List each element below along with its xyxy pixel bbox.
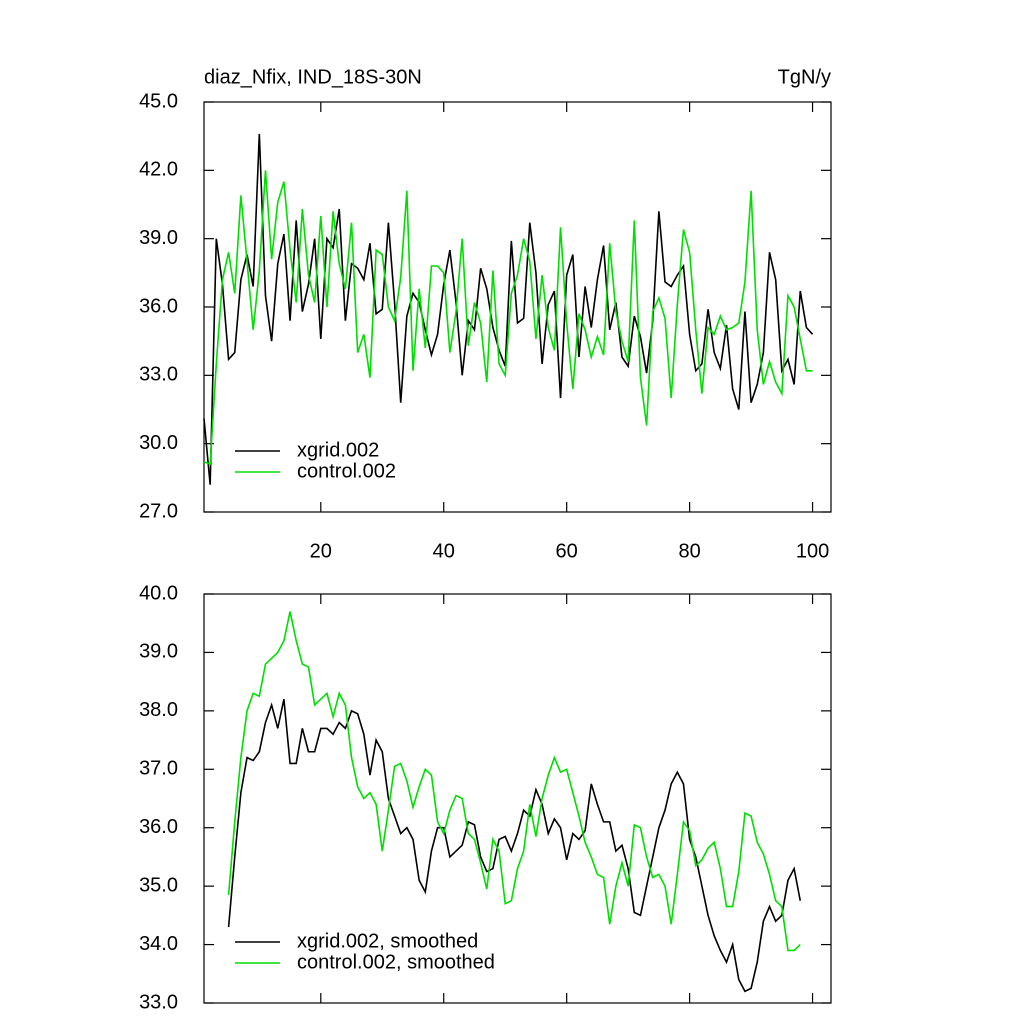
legend-label: xgrid.002	[297, 439, 379, 461]
y-tick-label: 42.0	[139, 159, 178, 181]
y-tick-label: 38.0	[139, 699, 178, 721]
series-line	[203, 170, 813, 466]
y-tick-label: 39.0	[139, 641, 178, 663]
x-tick-label: 20	[310, 540, 332, 562]
series-line	[227, 611, 801, 952]
y-tick-label: 30.0	[139, 432, 178, 454]
series-line	[203, 133, 814, 485]
y-tick-label: 37.0	[139, 758, 178, 780]
plot-frame	[203, 593, 832, 1004]
x-tick-label: 40	[433, 540, 455, 562]
y-tick-label: 27.0	[139, 500, 178, 522]
y-tick-label: 33.0	[139, 991, 178, 1013]
legend-label: control.002	[297, 460, 396, 482]
y-tick-label: 45.0	[139, 90, 178, 112]
y-tick-label: 40.0	[139, 582, 178, 604]
y-tick-label: 34.0	[139, 933, 178, 955]
chart-title: diaz_Nfix, IND_18S-30N	[204, 66, 422, 88]
x-tick-label: 60	[556, 540, 578, 562]
series-line	[227, 699, 802, 993]
x-tick-label: 80	[678, 540, 700, 562]
x-tick-label: 100	[796, 540, 829, 562]
y-tick-label: 33.0	[139, 364, 178, 386]
units-label: TgN/y	[778, 66, 831, 88]
y-tick-label: 36.0	[139, 816, 178, 838]
y-tick-label: 39.0	[139, 227, 178, 249]
y-tick-label: 36.0	[139, 295, 178, 317]
legend-label: xgrid.002, smoothed	[297, 930, 478, 952]
y-tick-label: 35.0	[139, 874, 178, 896]
legend-label: control.002, smoothed	[297, 951, 495, 973]
